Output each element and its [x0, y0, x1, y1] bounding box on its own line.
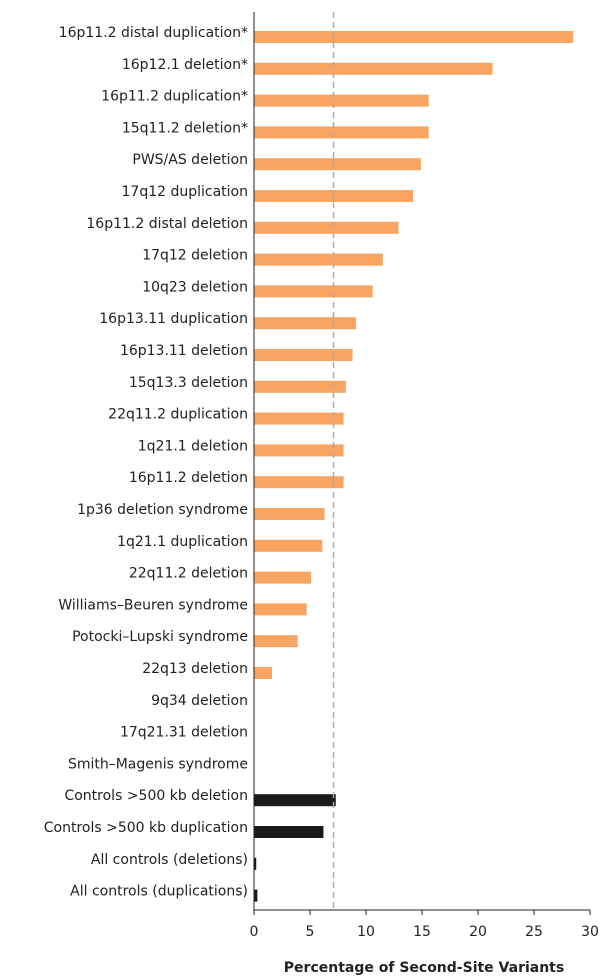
- bar: [254, 539, 323, 552]
- y-tick-label: 17q12 duplication: [122, 184, 249, 200]
- y-tick-label: 17q12 deletion: [142, 248, 248, 264]
- bar: [254, 826, 324, 838]
- y-tick-label: Williams–Beuren syndrome: [58, 597, 248, 613]
- y-tick-label: 1p36 deletion syndrome: [77, 502, 248, 518]
- y-tick-label: All controls (duplications): [70, 884, 248, 900]
- bar: [254, 667, 272, 679]
- bar: [254, 571, 312, 584]
- y-tick-label: Potocki–Lupski syndrome: [72, 629, 248, 645]
- y-tick-label: 16p11.2 distal duplication*: [59, 25, 248, 41]
- y-tick-label: 15q13.3 deletion: [129, 375, 248, 391]
- x-axis-title: Percentage of Second-Site Variants: [284, 960, 564, 976]
- bar: [254, 508, 325, 520]
- y-tick-label: 16p13.11 duplication: [99, 311, 248, 327]
- y-tick-label: 22q11.2 deletion: [129, 566, 248, 582]
- x-tick-label: 25: [525, 924, 543, 940]
- bar: [254, 317, 356, 330]
- x-tick-label: 20: [469, 924, 487, 940]
- y-tick-label: Smith–Magenis syndrome: [68, 756, 248, 772]
- bar: [254, 635, 298, 648]
- y-tick-label: 22q13 deletion: [142, 661, 248, 677]
- bar: [254, 412, 344, 425]
- bar: [254, 603, 307, 616]
- y-tick-label: 17q21.31 deletion: [120, 725, 248, 741]
- y-tick-label: 1q21.1 duplication: [117, 534, 248, 550]
- y-tick-label: 22q11.2 duplication: [108, 407, 248, 423]
- y-tick-label: Controls >500 kb deletion: [64, 788, 248, 804]
- x-tick-label: 5: [306, 924, 315, 940]
- y-tick-label: Controls >500 kb duplication: [44, 820, 248, 836]
- bar: [254, 857, 257, 870]
- x-tick-label: 15: [413, 924, 431, 940]
- bar: [254, 889, 258, 902]
- x-tick-label: 10: [357, 924, 375, 940]
- y-tick-label: 16p13.11 deletion: [120, 343, 248, 359]
- bar: [254, 126, 429, 139]
- bar: [254, 62, 493, 75]
- x-tick-label: 0: [250, 924, 259, 940]
- bar: [254, 444, 344, 457]
- y-tick-label: 10q23 deletion: [142, 279, 248, 295]
- y-tick-label: 16p11.2 distal deletion: [86, 216, 248, 232]
- y-tick-label: 1q21.1 deletion: [138, 438, 248, 454]
- y-tick-label: 16p12.1 deletion*: [122, 57, 248, 73]
- bar: [254, 349, 353, 361]
- y-tick-label: 16p11.2 deletion: [129, 470, 248, 486]
- bar: [254, 31, 574, 43]
- bar: [254, 476, 344, 489]
- bar: [254, 380, 346, 393]
- y-tick-label: PWS/AS deletion: [132, 152, 248, 168]
- bar: [254, 221, 399, 234]
- x-tick-label: 30: [581, 924, 599, 940]
- bar: [254, 158, 421, 171]
- bar: [254, 794, 336, 807]
- y-tick-label: 15q11.2 deletion*: [122, 120, 248, 136]
- y-tick-label: 16p11.2 duplication*: [101, 89, 248, 105]
- y-tick-label: All controls (deletions): [91, 852, 248, 868]
- bar: [254, 94, 429, 107]
- bar: [254, 285, 373, 298]
- y-tick-label: 9q34 deletion: [151, 693, 248, 709]
- bar: [254, 253, 383, 266]
